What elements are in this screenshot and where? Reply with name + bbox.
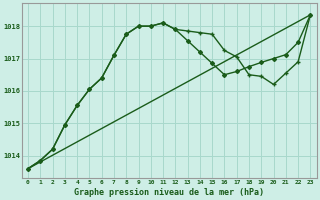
X-axis label: Graphe pression niveau de la mer (hPa): Graphe pression niveau de la mer (hPa) — [74, 188, 264, 197]
